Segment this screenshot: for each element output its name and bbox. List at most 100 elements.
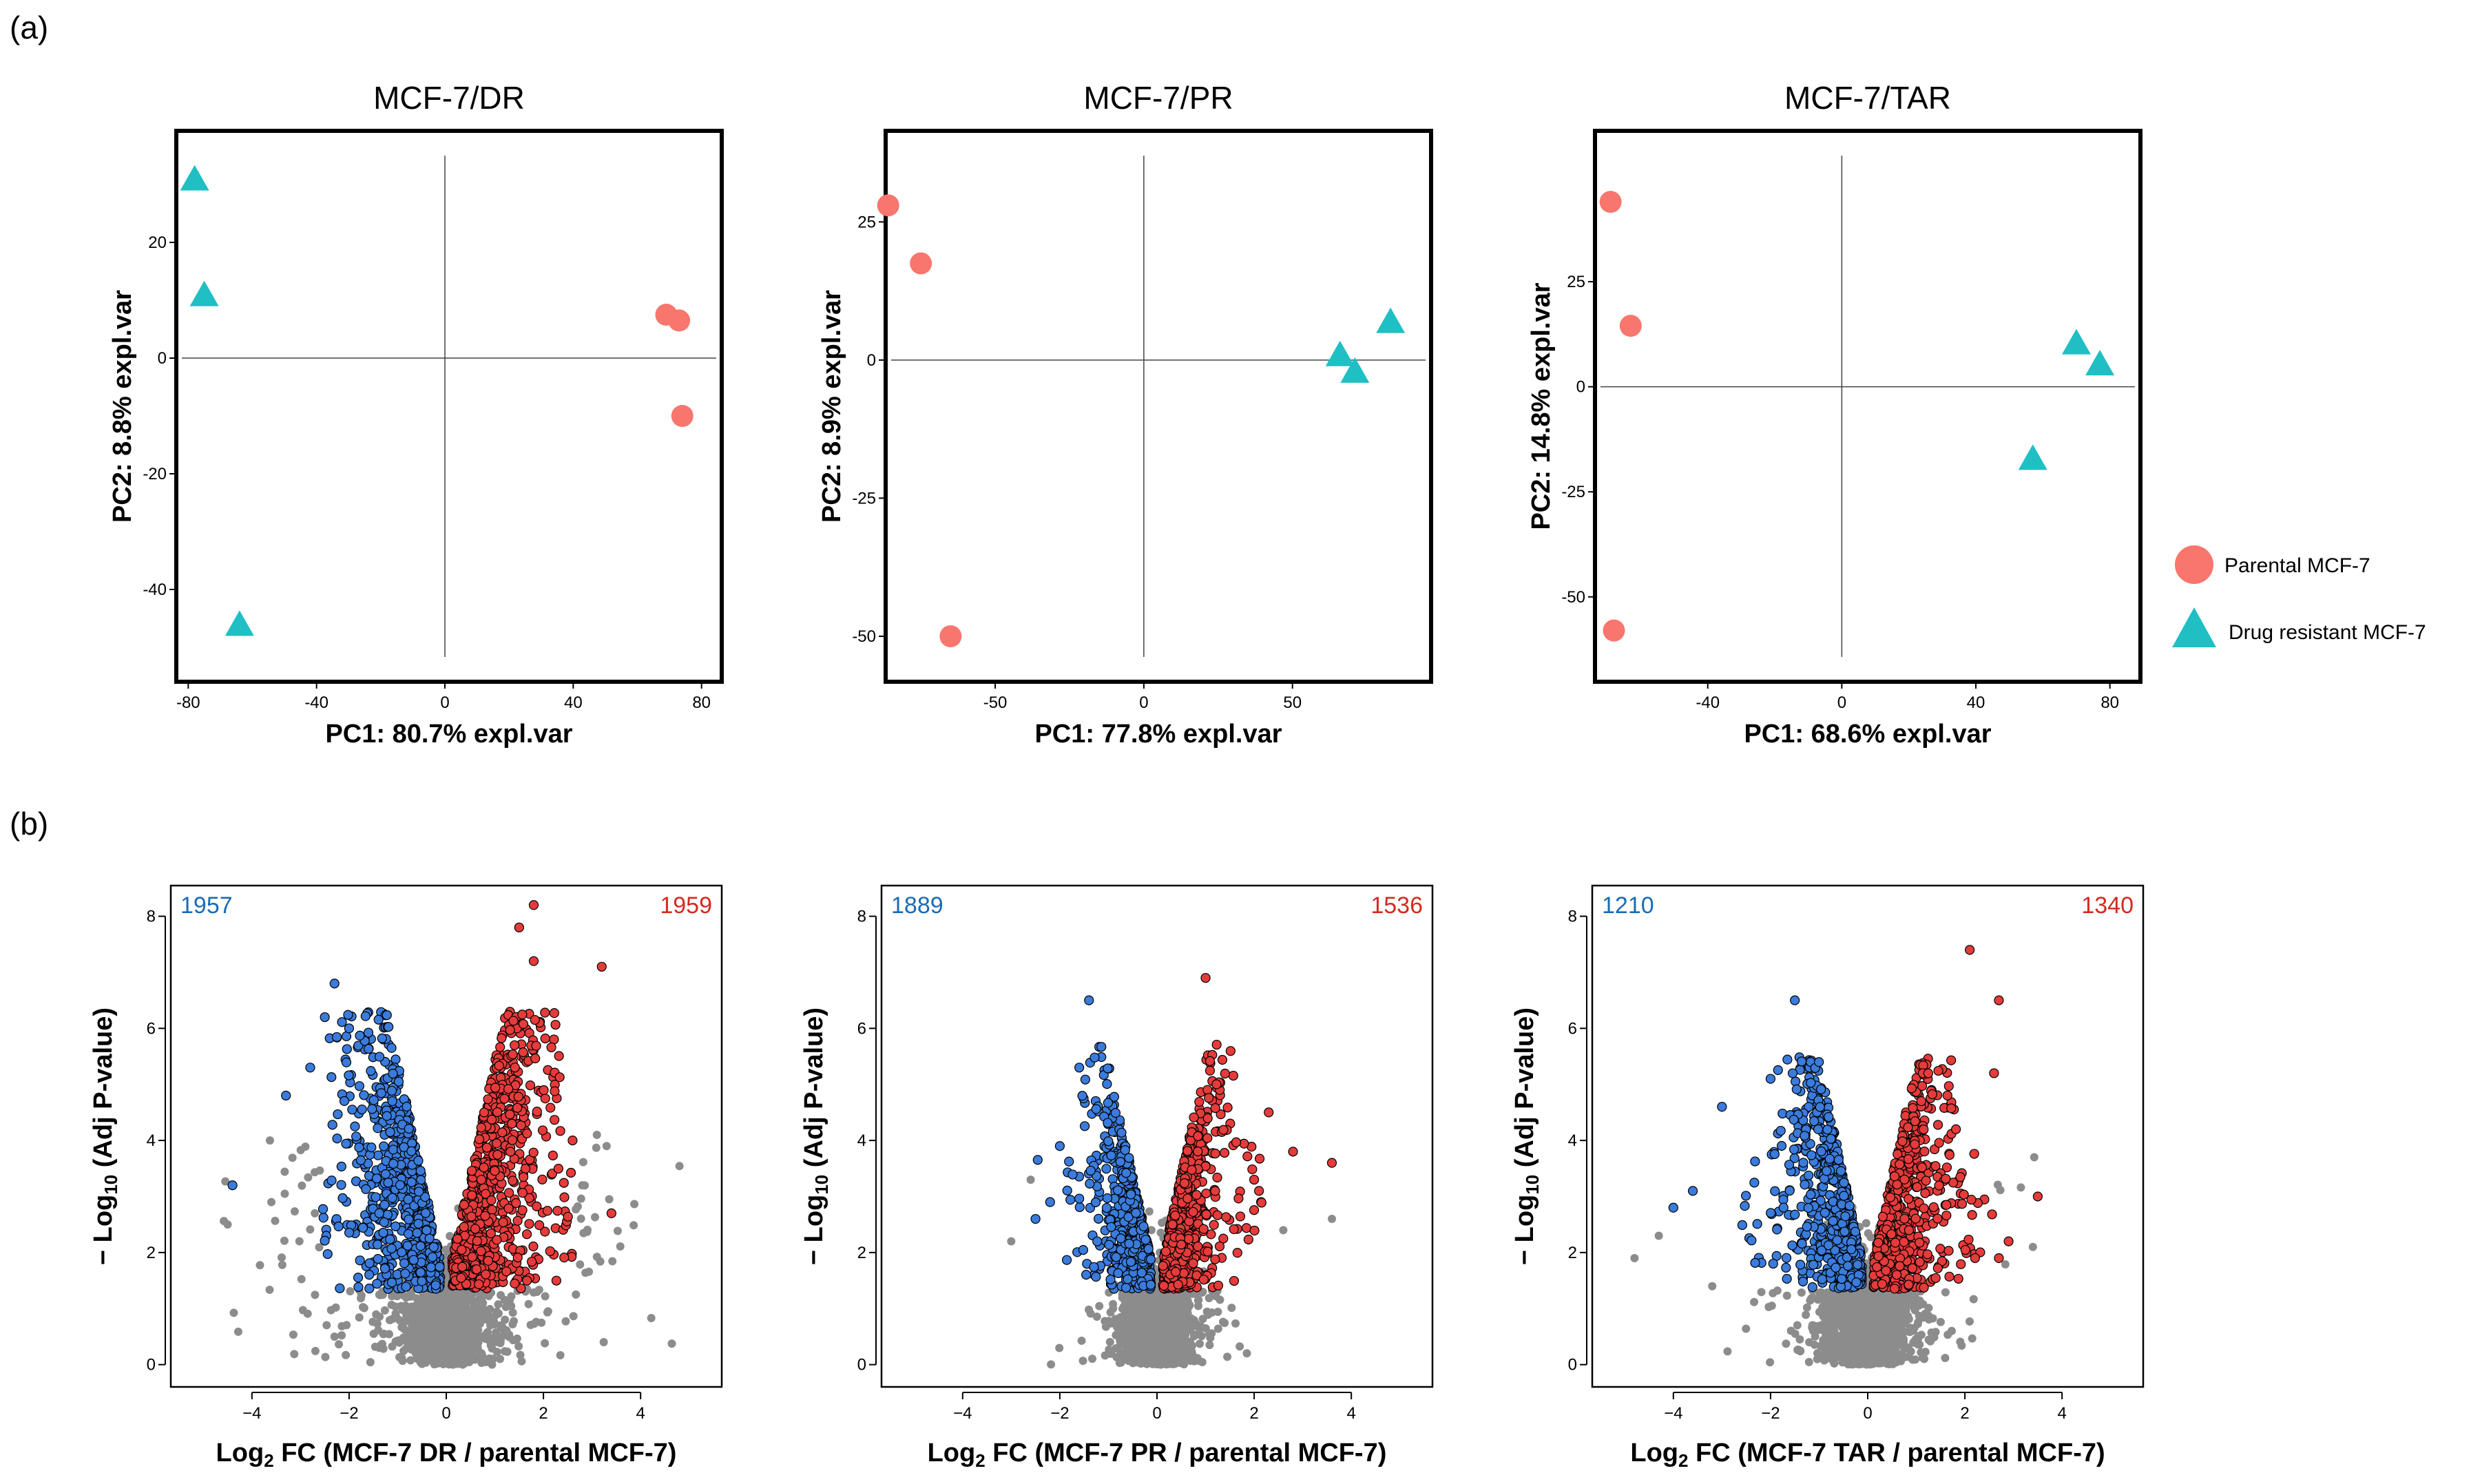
down-point [371, 1192, 381, 1202]
down-point [406, 1146, 417, 1156]
ns-point [647, 1314, 656, 1323]
ns-point [461, 1320, 470, 1329]
down-point [415, 1166, 426, 1176]
up-point [507, 1135, 518, 1145]
down-point [386, 1243, 397, 1254]
ns-point [439, 1298, 448, 1307]
down-point [331, 1032, 342, 1043]
ns-point [496, 1339, 505, 1348]
ns-point [437, 1350, 446, 1359]
down-point [357, 1222, 368, 1233]
up-point [522, 1275, 532, 1286]
up-point [498, 1217, 508, 1228]
up-point [479, 1107, 490, 1118]
up-point [476, 1122, 486, 1133]
down-point [372, 1240, 383, 1250]
up-point [545, 1102, 556, 1113]
down-point [366, 1142, 377, 1153]
down-point [404, 1214, 414, 1224]
up-point [472, 1236, 482, 1246]
up-point [492, 1235, 502, 1245]
ns-point [265, 1136, 274, 1145]
ns-point [337, 1321, 346, 1330]
up-point [522, 1128, 532, 1139]
ns-point [434, 1359, 443, 1368]
ns-point [556, 1350, 565, 1359]
down-point [227, 1180, 238, 1191]
ns-point [357, 1294, 366, 1303]
down-point [379, 1264, 390, 1274]
ns-point [368, 1317, 377, 1326]
up-point [471, 1264, 482, 1275]
up-point [474, 1279, 484, 1290]
resistant-point [189, 280, 219, 306]
x-tick-label: 4 [636, 1404, 645, 1423]
y-tick-label: 8 [857, 908, 866, 926]
resistant-point [1376, 307, 1406, 333]
ns-point [326, 1306, 335, 1315]
ns-point [452, 1318, 461, 1327]
ns-point [358, 1303, 367, 1312]
down-point [355, 1030, 365, 1041]
down-point [366, 1065, 376, 1076]
up-point [503, 1084, 514, 1094]
ns-point [311, 1290, 320, 1299]
ns-point [1193, 1302, 1202, 1310]
y-tick-label: 6 [857, 1019, 866, 1038]
up-count: 1959 [660, 892, 712, 919]
ns-point [452, 1307, 461, 1316]
ns-point [278, 1260, 286, 1269]
down-point [357, 1104, 367, 1115]
up-point [476, 1175, 487, 1185]
ns-point [578, 1181, 587, 1190]
up-point [486, 1114, 497, 1125]
down-point [379, 1141, 389, 1151]
down-point [320, 1012, 330, 1023]
ns-point [1007, 1237, 1016, 1246]
up-point [501, 1266, 512, 1277]
x-tick-label: −4 [953, 1404, 972, 1423]
ns-point [1143, 1299, 1151, 1308]
up-point [540, 1007, 550, 1018]
ns-point [507, 1292, 516, 1301]
x-tick-label: 40 [564, 693, 583, 712]
down-point [1062, 1185, 1072, 1195]
y-tick-label: 0 [1576, 378, 1585, 397]
ns-point [298, 1181, 306, 1190]
down-point [387, 1096, 397, 1107]
down-point [386, 1085, 397, 1096]
x-tick-label: -50 [983, 693, 1008, 712]
ns-point [630, 1200, 639, 1209]
ns-point [385, 1315, 394, 1324]
ns-point [441, 1324, 450, 1333]
up-point [542, 1206, 553, 1216]
ns-point [1216, 1295, 1224, 1304]
down-point [1074, 1202, 1085, 1213]
ns-point [1205, 1341, 1214, 1350]
ns-point [1124, 1357, 1133, 1366]
up-point [532, 1107, 542, 1117]
up-point [520, 1164, 531, 1174]
up-point [459, 1222, 469, 1232]
ns-point [256, 1261, 264, 1270]
ns-point [322, 1321, 331, 1330]
up-point [516, 1120, 526, 1131]
ns-point [516, 1350, 525, 1359]
down-point [435, 1262, 445, 1272]
ns-point [469, 1330, 478, 1339]
ns-point [494, 1300, 503, 1309]
down-point [412, 1228, 422, 1238]
ns-point [1196, 1339, 1205, 1348]
ns-point [1160, 1297, 1169, 1306]
down-point [320, 1235, 330, 1246]
ns-point [229, 1308, 238, 1317]
ns-point [452, 1342, 461, 1351]
ns-point [1109, 1304, 1118, 1313]
down-point [388, 1145, 399, 1155]
up-point [553, 1164, 564, 1174]
down-point [344, 1227, 355, 1238]
down-point [343, 1010, 353, 1020]
ns-point [223, 1220, 232, 1229]
down-point [387, 1193, 397, 1203]
